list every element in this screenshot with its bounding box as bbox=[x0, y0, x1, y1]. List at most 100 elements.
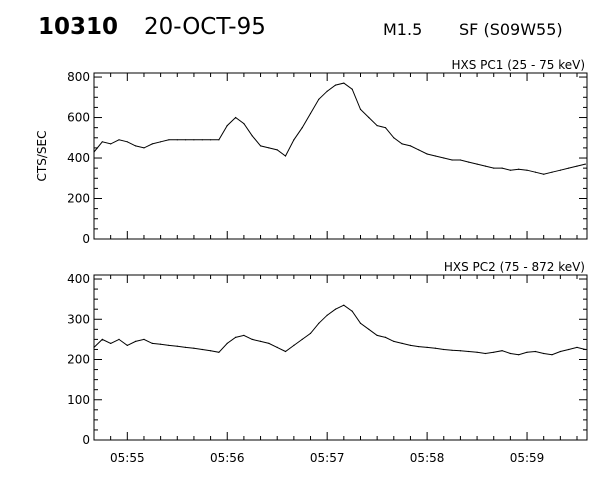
data-point bbox=[459, 350, 461, 352]
data-point bbox=[543, 352, 545, 355]
data-point bbox=[235, 116, 237, 119]
data-point bbox=[160, 343, 162, 345]
plot-frame bbox=[93, 274, 588, 441]
data-point bbox=[226, 125, 228, 127]
data-point bbox=[501, 350, 503, 352]
data-point bbox=[243, 123, 245, 125]
data-point bbox=[151, 342, 153, 344]
data-point bbox=[251, 338, 253, 340]
y-tick-label: 200 bbox=[67, 192, 90, 206]
data-point bbox=[193, 139, 195, 141]
data-point bbox=[101, 338, 103, 340]
data-point bbox=[359, 322, 362, 324]
data-point bbox=[468, 161, 470, 163]
data-point bbox=[210, 350, 212, 352]
data-point bbox=[526, 351, 528, 353]
data-point bbox=[468, 350, 470, 353]
data-point bbox=[309, 112, 312, 115]
panel-title: HXS PC2 (75 - 872 keV) bbox=[444, 260, 585, 274]
data-point bbox=[318, 322, 320, 324]
y-tick-label: 400 bbox=[67, 272, 90, 286]
data-point bbox=[501, 167, 503, 169]
data-point bbox=[418, 149, 420, 151]
data-point bbox=[185, 139, 187, 141]
data-point bbox=[151, 143, 153, 145]
data-point bbox=[135, 340, 137, 342]
data-point bbox=[493, 167, 495, 169]
data-point bbox=[509, 169, 511, 171]
data-point bbox=[235, 336, 237, 338]
flare-class: M1.5 bbox=[383, 20, 423, 39]
data-point bbox=[276, 149, 278, 151]
data-point bbox=[343, 82, 345, 84]
data-point bbox=[301, 127, 303, 129]
data-point bbox=[143, 147, 145, 149]
data-point bbox=[118, 139, 120, 141]
y-tick-label: 400 bbox=[67, 151, 90, 165]
data-point bbox=[226, 342, 228, 344]
data-point bbox=[576, 346, 578, 348]
data-point bbox=[484, 165, 486, 167]
data-point bbox=[309, 332, 312, 334]
data-point bbox=[185, 346, 187, 348]
data-point bbox=[168, 139, 170, 141]
data-point bbox=[343, 304, 345, 306]
panel-pc1: HXS PC1 (25 - 75 keV) CTS/SEC 0 200 400 600 80… bbox=[35, 58, 588, 246]
data-point bbox=[351, 88, 353, 90]
data-point bbox=[334, 84, 337, 86]
data-point bbox=[268, 147, 270, 149]
x-tick-label: 05:56 bbox=[210, 451, 245, 465]
data-point bbox=[268, 342, 270, 344]
data-point bbox=[401, 342, 403, 344]
data-point bbox=[193, 347, 195, 349]
x-tick-label: 05:58 bbox=[410, 451, 445, 465]
data-point bbox=[534, 171, 537, 173]
data-point bbox=[476, 351, 478, 353]
data-point bbox=[426, 346, 428, 348]
series-line bbox=[93, 304, 586, 356]
data-point bbox=[526, 169, 528, 171]
y-tick-label: 800 bbox=[67, 70, 90, 84]
data-point bbox=[484, 352, 486, 355]
y-tick-label: 600 bbox=[67, 111, 90, 125]
y-tick-label: 0 bbox=[82, 433, 90, 447]
event-date: 20-OCT-95 bbox=[144, 14, 266, 40]
data-point bbox=[434, 155, 436, 157]
data-point bbox=[218, 139, 220, 141]
data-point bbox=[476, 163, 478, 165]
data-point bbox=[359, 108, 362, 110]
data-point bbox=[376, 334, 378, 336]
data-point bbox=[409, 344, 412, 346]
data-point bbox=[459, 159, 461, 161]
y-tick-label: 200 bbox=[67, 353, 90, 367]
data-point bbox=[384, 336, 387, 338]
data-point bbox=[559, 350, 562, 353]
event-number: 10310 bbox=[38, 14, 119, 40]
data-point bbox=[318, 98, 320, 100]
data-point bbox=[368, 116, 370, 119]
data-point bbox=[260, 340, 262, 342]
data-point bbox=[201, 139, 203, 141]
data-point bbox=[326, 90, 328, 92]
data-point bbox=[418, 346, 420, 348]
y-tick-label: 300 bbox=[67, 312, 90, 326]
data-point bbox=[401, 143, 403, 145]
data-point bbox=[576, 165, 578, 167]
data-point bbox=[210, 139, 212, 141]
data-point bbox=[584, 163, 586, 165]
data-point bbox=[135, 145, 137, 147]
data-point bbox=[160, 141, 162, 143]
data-point bbox=[434, 347, 436, 349]
data-point bbox=[93, 346, 95, 348]
data-point bbox=[443, 157, 445, 159]
data-point bbox=[493, 351, 495, 353]
y-tick-label: 100 bbox=[67, 393, 90, 407]
data-point bbox=[93, 151, 95, 153]
data-point bbox=[118, 338, 120, 340]
x-tick-label: 05:55 bbox=[110, 451, 145, 465]
data-point bbox=[284, 350, 287, 353]
data-point bbox=[376, 125, 378, 127]
data-point bbox=[551, 171, 553, 173]
data-point bbox=[351, 310, 353, 312]
